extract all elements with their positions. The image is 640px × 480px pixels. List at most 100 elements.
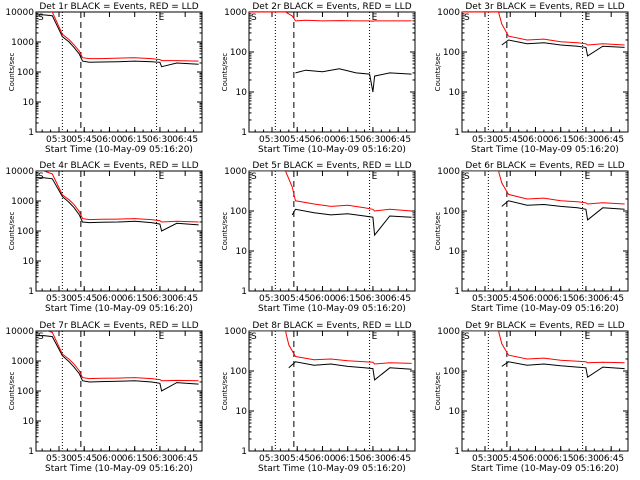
x-tick-label: 05:30 <box>259 294 285 304</box>
y-tick-label: 100 <box>230 367 247 377</box>
plot-frame <box>461 11 629 133</box>
y-tick-label: 1000 <box>437 327 460 337</box>
x-tick-label: 05:30 <box>46 135 72 145</box>
plot-frame <box>248 11 416 133</box>
x-tick-label: 06:30 <box>573 135 599 145</box>
x-tick-label: 06:30 <box>573 454 599 464</box>
panel-title: Det 5r BLACK = Events, RED = LLD <box>252 161 411 171</box>
x-tick-label: 06:30 <box>360 454 386 464</box>
x-tick-label: 06:30 <box>360 135 386 145</box>
lld-series-line <box>249 12 412 22</box>
x-tick-label: 05:30 <box>46 294 72 304</box>
x-tick-label: 06:30 <box>360 294 386 304</box>
x-tick-label: 05:45 <box>497 454 523 464</box>
events-series-line <box>288 361 412 381</box>
y-tick-label: 100 <box>17 68 34 78</box>
x-tick-label: 05:45 <box>71 294 97 304</box>
y-tick-label: 100 <box>17 387 34 397</box>
y-tick-label: 10 <box>23 257 35 267</box>
x-tick-label: 06:45 <box>172 454 198 464</box>
end-corner-label: E <box>585 332 591 342</box>
detector-panel-1: Det 1r BLACK = Events, RED = LLD 1 10 100 10… <box>5 2 203 155</box>
panel-title: Det 7r BLACK = Events, RED = LLD <box>39 321 198 331</box>
panel-title: Det 6r BLACK = Events, RED = LLD <box>465 161 624 171</box>
x-tick-label: 05:45 <box>71 454 97 464</box>
detector-panel-6: Det 6r BLACK = Events, RED = LLD 1 10 100 10… <box>434 161 629 314</box>
events-series-line <box>501 200 625 221</box>
detector-panel-4: Det 4r BLACK = Events, RED = LLD 1 10 100 10… <box>5 161 203 314</box>
events-series-line <box>501 361 625 379</box>
x-tick-label: 06:15 <box>335 135 361 145</box>
x-tick-label: 06:15 <box>335 294 361 304</box>
y-tick-label: 1000 <box>224 8 247 18</box>
lld-series-line <box>462 171 625 205</box>
panel-title: Det 2r BLACK = Events, RED = LLD <box>252 2 411 12</box>
y-tick-label: 100 <box>443 48 460 58</box>
x-tick-label: 05:45 <box>284 294 310 304</box>
x-tick-label: 05:45 <box>497 294 523 304</box>
end-corner-label: E <box>159 332 165 342</box>
x-tick-label: 06:45 <box>172 294 198 304</box>
panel-title: Det 8r BLACK = Events, RED = LLD <box>252 321 411 331</box>
panel-title: Det 4r BLACK = Events, RED = LLD <box>39 161 198 171</box>
events-series-line <box>501 39 625 57</box>
y-tick-label: 100 <box>443 367 460 377</box>
x-tick-label: 06:45 <box>172 135 198 145</box>
x-tick-label: 06:00 <box>522 294 548 304</box>
y-tick-label: 1000 <box>224 327 247 337</box>
start-corner-label: S <box>38 172 44 182</box>
lld-series-line <box>249 171 412 212</box>
y-axis-label: Counts/sec <box>221 212 229 251</box>
x-tick-label: 06:45 <box>598 454 624 464</box>
x-tick-label: 06:00 <box>309 454 335 464</box>
y-tick-label: 1 <box>28 287 34 297</box>
x-tick-label: 06:15 <box>548 294 574 304</box>
x-axis-label: Start Time (10-May-09 05:16:20) <box>471 304 619 314</box>
x-tick-label: 05:30 <box>472 454 498 464</box>
y-tick-label: 10000 <box>5 167 34 177</box>
y-axis-label: Counts/sec <box>8 212 16 251</box>
x-tick-label: 06:00 <box>309 294 335 304</box>
events-series-line <box>295 68 412 93</box>
x-tick-label: 05:45 <box>284 135 310 145</box>
y-tick-label: 1000 <box>11 197 34 207</box>
y-tick-label: 10 <box>449 247 461 257</box>
x-tick-label: 06:00 <box>522 454 548 464</box>
x-tick-label: 05:45 <box>284 454 310 464</box>
lld-series-line <box>50 12 199 62</box>
x-axis-label: Start Time (10-May-09 05:16:20) <box>471 464 619 474</box>
y-tick-label: 10 <box>236 247 248 257</box>
y-tick-label: 1 <box>28 447 34 457</box>
x-axis-label: Start Time (10-May-09 05:16:20) <box>258 464 406 474</box>
y-tick-label: 10 <box>236 407 248 417</box>
start-corner-label: S <box>464 13 470 23</box>
start-corner-label: S <box>38 332 44 342</box>
end-corner-label: E <box>159 13 165 23</box>
x-tick-label: 05:45 <box>497 135 523 145</box>
end-corner-label: E <box>372 13 378 23</box>
lld-series-line <box>462 12 625 46</box>
x-tick-label: 06:15 <box>548 135 574 145</box>
detector-panel-2: Det 2r BLACK = Events, RED = LLD 1 10 100 10… <box>221 2 416 155</box>
y-tick-label: 1 <box>454 287 460 297</box>
y-tick-label: 1000 <box>437 8 460 18</box>
x-tick-label: 05:30 <box>259 454 285 464</box>
detector-panel-9: Det 9r BLACK = Events, RED = LLD 1 10 100 10… <box>434 321 629 474</box>
y-tick-label: 100 <box>17 227 34 237</box>
events-series-line <box>36 14 199 68</box>
y-tick-label: 1000 <box>224 167 247 177</box>
x-tick-label: 06:45 <box>385 135 411 145</box>
y-tick-label: 10000 <box>5 8 34 18</box>
y-tick-label: 1 <box>454 447 460 457</box>
start-corner-label: S <box>464 172 470 182</box>
start-corner-label: S <box>251 13 257 23</box>
end-corner-label: E <box>372 332 378 342</box>
y-tick-label: 10 <box>23 98 35 108</box>
plot-frame <box>248 330 416 452</box>
x-axis-label: Start Time (10-May-09 05:16:20) <box>258 304 406 314</box>
panel-title: Det 9r BLACK = Events, RED = LLD <box>465 321 624 331</box>
x-tick-label: 05:30 <box>259 135 285 145</box>
x-tick-label: 06:30 <box>147 294 173 304</box>
